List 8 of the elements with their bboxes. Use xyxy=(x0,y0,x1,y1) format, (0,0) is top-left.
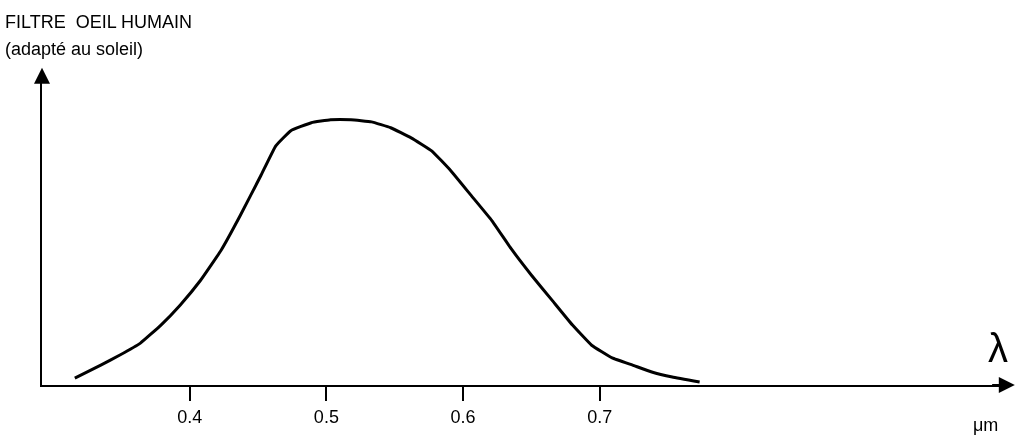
x-tick-label: 0.4 xyxy=(177,406,203,427)
x-tick-label: 0.6 xyxy=(450,406,476,427)
x-tick-label: 0.5 xyxy=(313,406,339,427)
chart-subtitle: (adapté au soleil) xyxy=(5,39,144,59)
text: μm xyxy=(973,415,999,435)
x-tick-label: 0.7 xyxy=(587,406,613,427)
chart-title: FILTRE OEIL HUMAIN xyxy=(5,12,193,32)
x-axis-title: λ xyxy=(988,326,1008,370)
